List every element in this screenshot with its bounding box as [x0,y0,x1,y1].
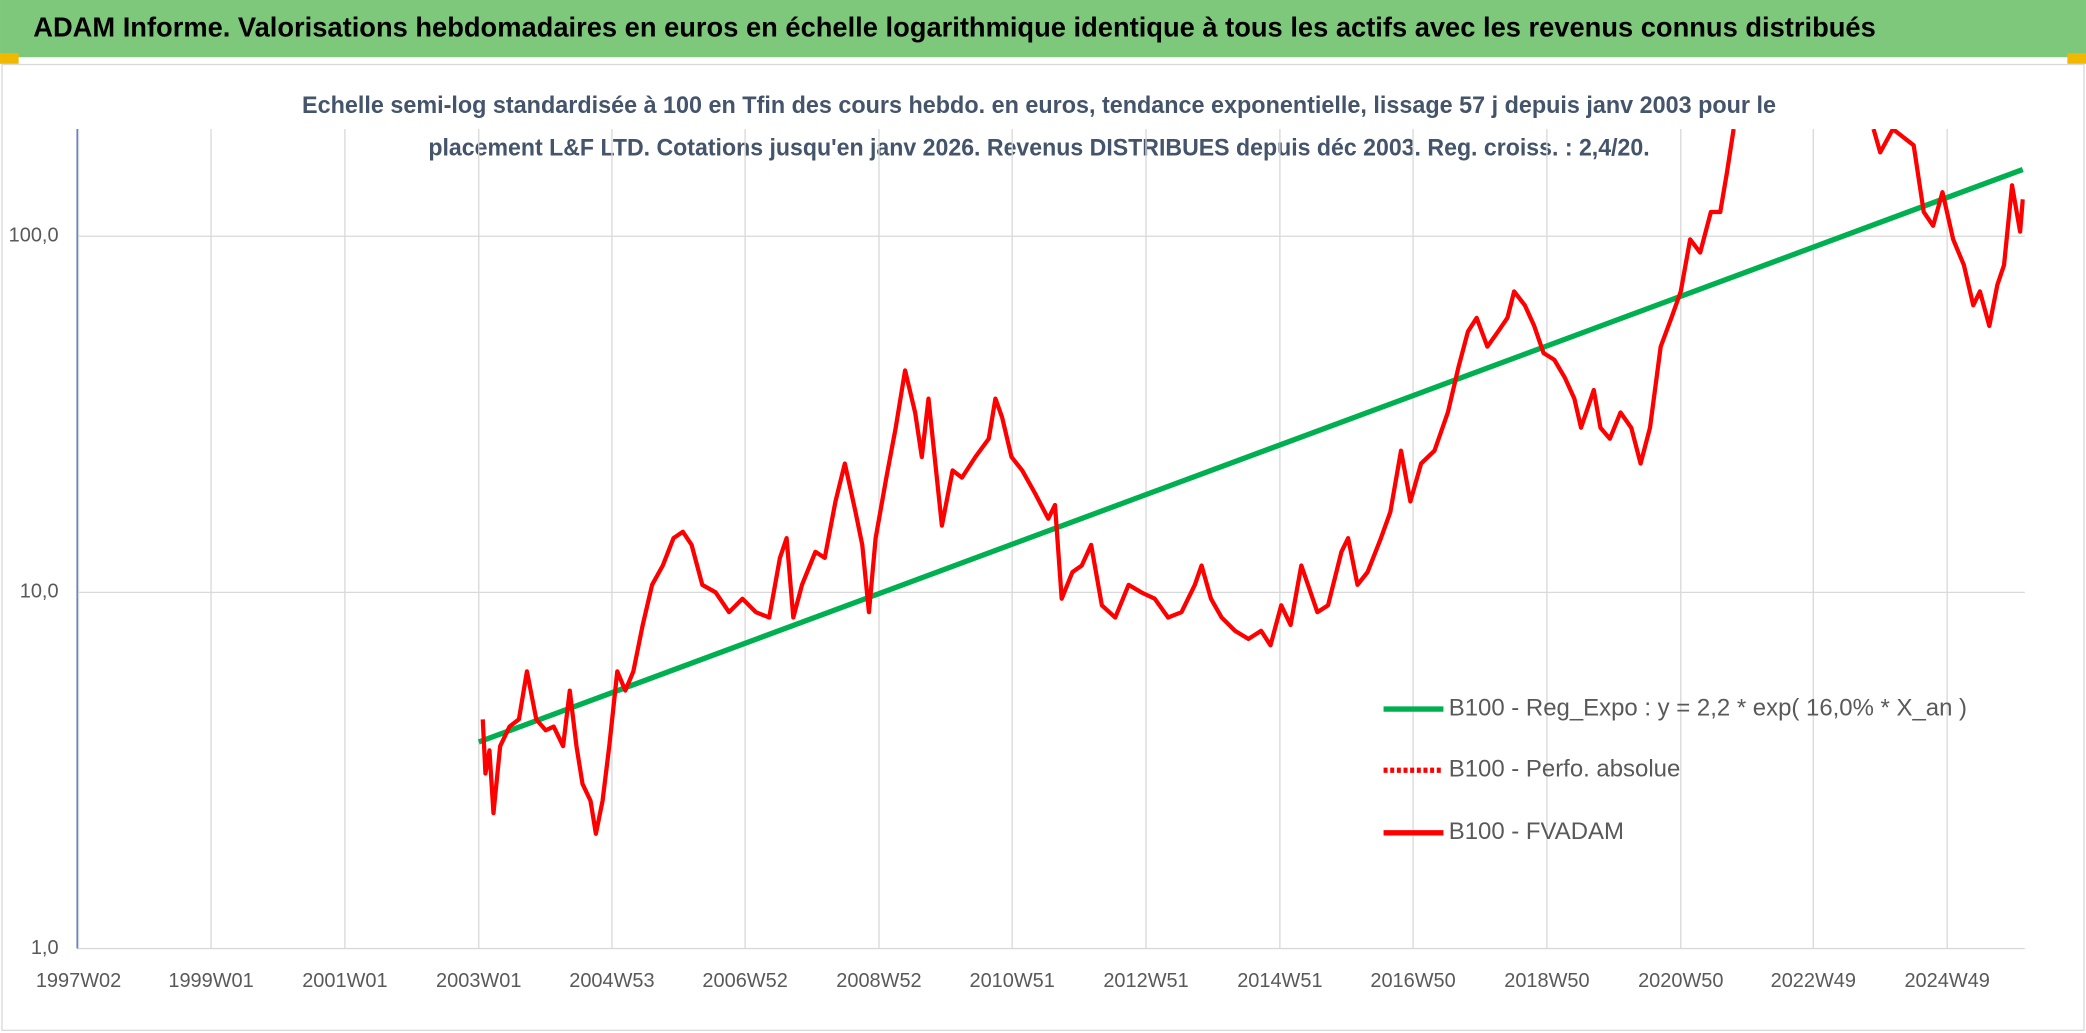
chart-title: ADAM Informe. Valorisations hebdomadaire… [33,12,1876,43]
y-tick-label: 100,0 [9,225,59,247]
legend: B100 - Reg_Expo : y = 2,2 * exp( 16,0% *… [1383,694,1967,845]
legend-label: B100 - FVADAM [1449,818,1624,845]
plot-area [477,129,2025,836]
x-tick-label: 2004W53 [569,970,654,992]
x-tick-label: 1999W01 [168,970,253,992]
x-tick-label: 2020W50 [1638,970,1723,992]
chart-frame [1,63,2085,1032]
x-tick-label: 2001W01 [302,970,387,992]
x-tick-label: 2018W50 [1504,970,1589,992]
y-tick-label: 1,0 [31,937,59,959]
series-line [480,129,2025,836]
title-bar [0,0,2086,58]
corner-mark [0,53,19,64]
x-tick-label: 2016W50 [1370,970,1455,992]
legend-label: B100 - Reg_Expo : y = 2,2 * exp( 16,0% *… [1449,694,1967,721]
y-tick-label: 10,0 [20,581,59,603]
x-tick-label: 2003W01 [436,970,521,992]
x-tick-label: 2008W52 [836,970,921,992]
x-tick-label: 2006W52 [702,970,787,992]
chart-subtitle: placement L&F LTD. Cotations jusqu'en ja… [428,134,1649,161]
x-tick-label: 2022W49 [1771,970,1856,992]
chart-subtitle: Echelle semi-log standardisée à 100 en T… [302,92,1776,119]
x-tick-label: 2012W51 [1103,970,1188,992]
legend-label: B100 - Perfo. absolue [1449,756,1681,783]
x-tick-label: 1997W02 [36,970,121,992]
grid: 1,0 10,0 100,0 1997W02 1999W01 2001W01 2003W01… [9,129,2025,992]
x-tick-label: 2024W49 [1904,970,1989,992]
x-tick-label: 2014W51 [1237,970,1322,992]
corner-mark [2067,53,2086,64]
x-tick-label: 2010W51 [969,970,1054,992]
series-line [477,166,2024,745]
